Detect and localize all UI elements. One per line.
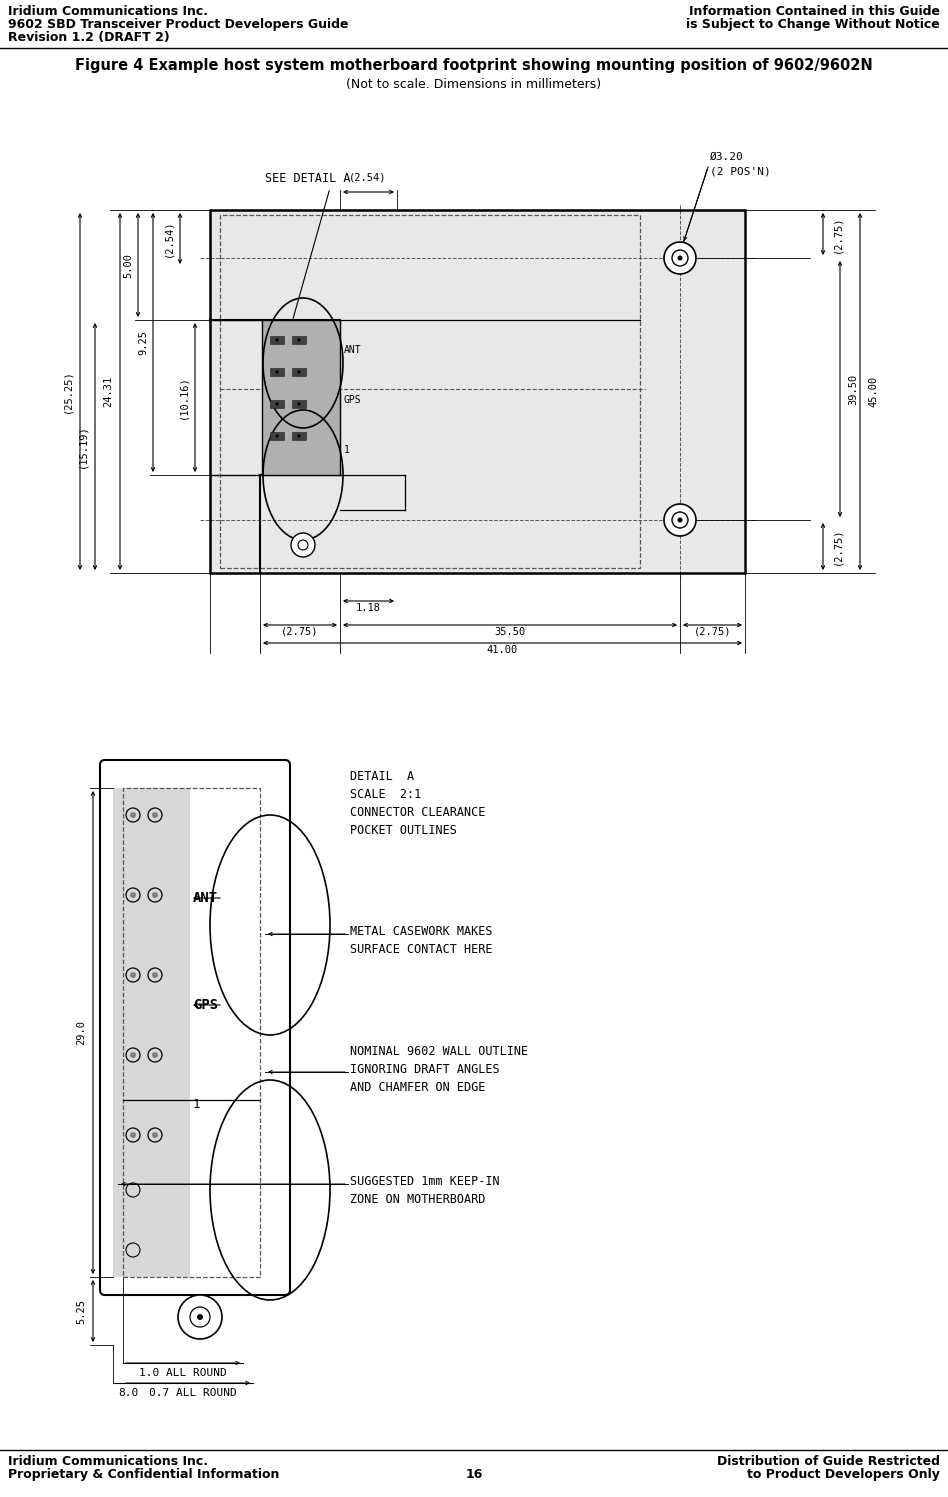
Circle shape — [298, 403, 301, 406]
Text: 45.00: 45.00 — [868, 376, 878, 407]
Text: 35.50: 35.50 — [494, 627, 525, 638]
Text: AND CHAMFER ON EDGE: AND CHAMFER ON EDGE — [350, 1081, 485, 1094]
Text: NOMINAL 9602 WALL OUTLINE: NOMINAL 9602 WALL OUTLINE — [350, 1045, 528, 1058]
Circle shape — [291, 533, 315, 557]
Circle shape — [130, 1052, 136, 1058]
Circle shape — [152, 1132, 158, 1138]
Circle shape — [152, 892, 158, 898]
Text: IGNORING DRAFT ANGLES: IGNORING DRAFT ANGLES — [350, 1063, 500, 1076]
Text: METAL CASEWORK MAKES: METAL CASEWORK MAKES — [350, 925, 493, 939]
Circle shape — [197, 1314, 203, 1320]
Text: Figure 4 Example host system motherboard footprint showing mounting position of : Figure 4 Example host system motherboard… — [75, 58, 873, 73]
Text: SUGGESTED 1mm KEEP-IN: SUGGESTED 1mm KEEP-IN — [350, 1175, 500, 1189]
Circle shape — [152, 811, 158, 817]
Text: 1: 1 — [193, 1099, 200, 1111]
Text: ANT: ANT — [193, 891, 218, 906]
Bar — [292, 433, 306, 440]
Text: 39.50: 39.50 — [848, 373, 858, 404]
Text: SCALE  2:1: SCALE 2:1 — [350, 787, 421, 801]
Bar — [113, 787, 190, 1277]
Bar — [292, 400, 306, 409]
Text: Proprietary & Confidential Information: Proprietary & Confidential Information — [8, 1469, 280, 1481]
Circle shape — [152, 972, 158, 978]
Text: POCKET OUTLINES: POCKET OUTLINES — [350, 823, 457, 837]
Bar — [270, 368, 284, 376]
Text: 0.7 ALL ROUND: 0.7 ALL ROUND — [149, 1388, 237, 1398]
Bar — [211, 211, 744, 572]
Text: (2.75): (2.75) — [832, 528, 842, 566]
Circle shape — [276, 434, 279, 437]
Text: Revision 1.2 (DRAFT 2): Revision 1.2 (DRAFT 2) — [8, 31, 170, 43]
Circle shape — [678, 256, 683, 260]
Text: 1.0 ALL ROUND: 1.0 ALL ROUND — [139, 1368, 227, 1379]
Text: ZONE ON MOTHERBOARD: ZONE ON MOTHERBOARD — [350, 1193, 485, 1207]
Text: 5.25: 5.25 — [76, 1298, 86, 1323]
Text: (15.19): (15.19) — [77, 425, 87, 469]
Circle shape — [276, 403, 279, 406]
Bar — [210, 210, 745, 573]
Bar — [270, 433, 284, 440]
Text: GPS: GPS — [193, 998, 218, 1012]
Text: 8.0: 8.0 — [118, 1388, 138, 1398]
Circle shape — [298, 338, 301, 341]
Bar — [292, 368, 306, 376]
Bar — [220, 216, 640, 567]
Text: to Product Developers Only: to Product Developers Only — [747, 1469, 940, 1481]
Text: Iridium Communications Inc.: Iridium Communications Inc. — [8, 1455, 208, 1469]
Text: (Not to scale. Dimensions in millimeters): (Not to scale. Dimensions in millimeters… — [346, 78, 602, 91]
Text: (2.75): (2.75) — [832, 216, 842, 253]
Bar — [270, 335, 284, 344]
Text: 29.0: 29.0 — [76, 1019, 86, 1045]
Text: 9602 SBD Transceiver Product Developers Guide: 9602 SBD Transceiver Product Developers … — [8, 18, 349, 31]
Text: 5.00: 5.00 — [123, 253, 133, 277]
Circle shape — [664, 243, 696, 274]
Circle shape — [130, 892, 136, 898]
Text: (2 POS'N): (2 POS'N) — [710, 166, 771, 177]
Circle shape — [130, 811, 136, 817]
Text: (2.54): (2.54) — [349, 172, 387, 183]
Text: GPS: GPS — [344, 395, 361, 406]
Circle shape — [678, 518, 683, 522]
Bar — [123, 787, 260, 1277]
Circle shape — [298, 434, 301, 437]
Text: (10.16): (10.16) — [178, 376, 188, 419]
Text: is Subject to Change Without Notice: is Subject to Change Without Notice — [686, 18, 940, 31]
Text: Information Contained in this Guide: Information Contained in this Guide — [689, 4, 940, 18]
Bar — [292, 335, 306, 344]
Circle shape — [298, 370, 301, 373]
Text: DETAIL  A: DETAIL A — [350, 769, 414, 783]
Text: CONNECTOR CLEARANCE: CONNECTOR CLEARANCE — [350, 805, 485, 819]
Circle shape — [276, 338, 279, 341]
Circle shape — [178, 1295, 222, 1338]
Text: SEE DETAIL A: SEE DETAIL A — [265, 172, 351, 186]
Text: Iridium Communications Inc.: Iridium Communications Inc. — [8, 4, 208, 18]
Text: 16: 16 — [465, 1469, 483, 1481]
Text: Distribution of Guide Restricted: Distribution of Guide Restricted — [717, 1455, 940, 1469]
Circle shape — [152, 1052, 158, 1058]
Text: (2.75): (2.75) — [694, 627, 731, 638]
Text: ANT: ANT — [344, 344, 361, 355]
Bar — [270, 400, 284, 409]
Circle shape — [664, 504, 696, 536]
Circle shape — [130, 972, 136, 978]
Text: 1: 1 — [344, 445, 350, 455]
Text: (2.54): (2.54) — [163, 219, 173, 257]
Text: (2.75): (2.75) — [282, 627, 319, 638]
Circle shape — [130, 1132, 136, 1138]
Text: 24.31: 24.31 — [103, 376, 113, 407]
Text: 41.00: 41.00 — [487, 645, 519, 656]
Bar — [262, 320, 340, 475]
Text: (25.25): (25.25) — [62, 370, 72, 413]
Text: SURFACE CONTACT HERE: SURFACE CONTACT HERE — [350, 943, 493, 957]
Text: 9.25: 9.25 — [138, 329, 148, 355]
Circle shape — [276, 370, 279, 373]
Text: 1.18: 1.18 — [356, 603, 381, 612]
Text: Ø3.20: Ø3.20 — [710, 153, 744, 162]
